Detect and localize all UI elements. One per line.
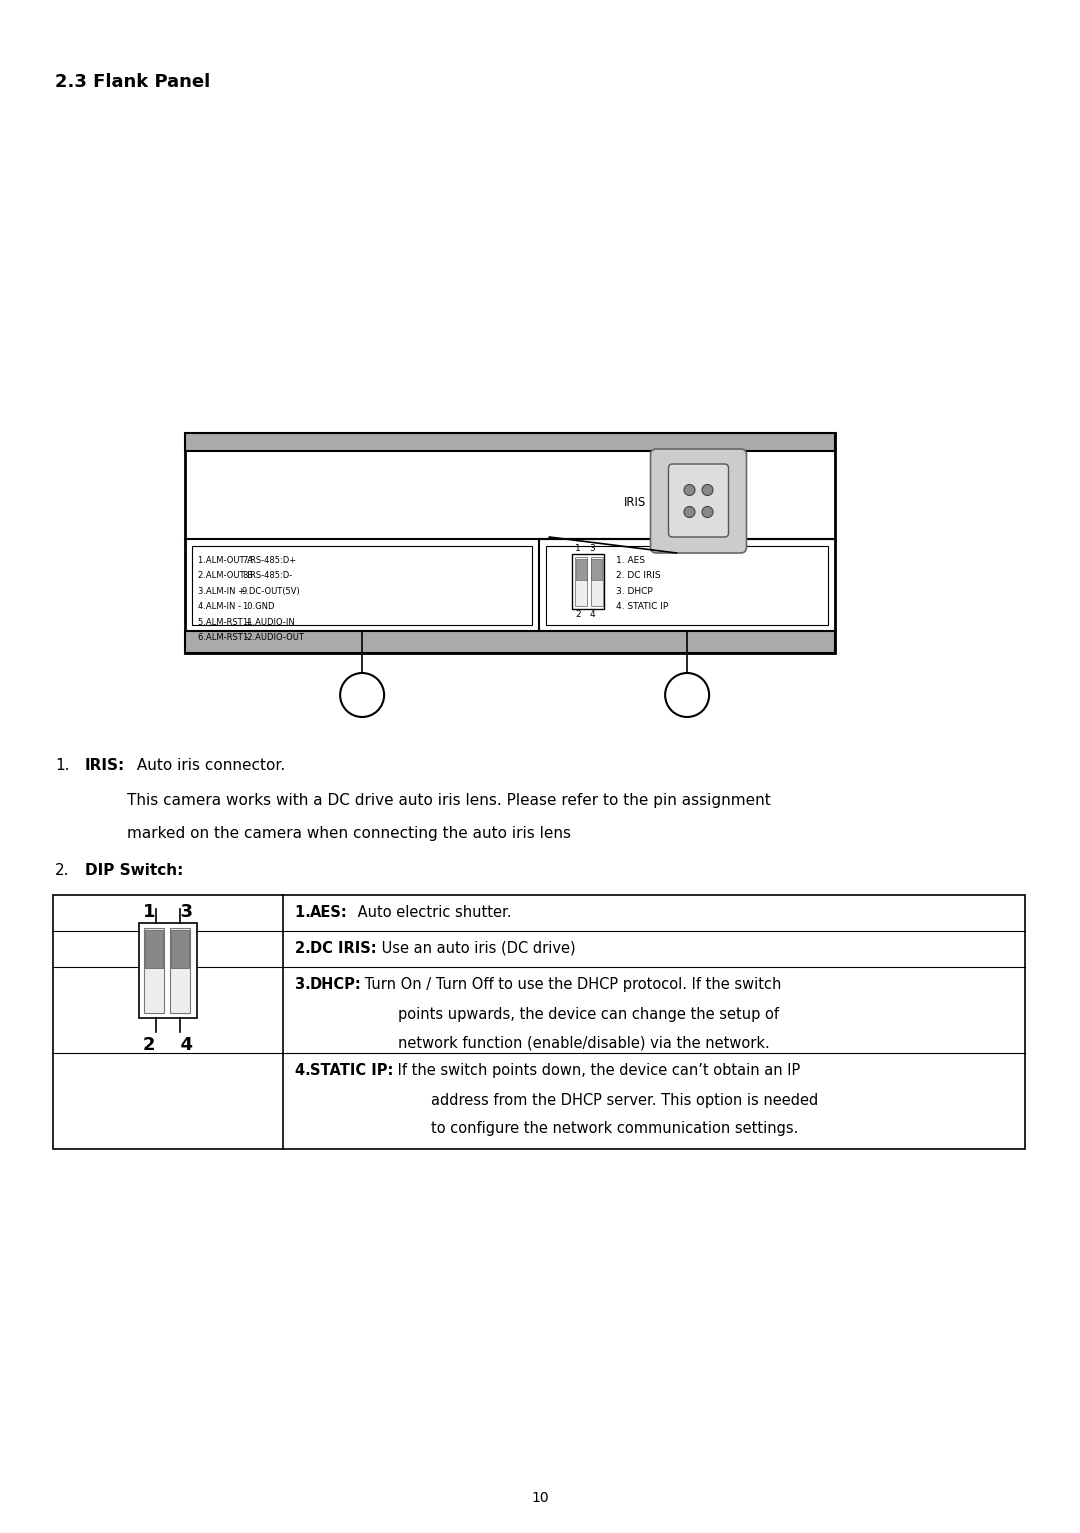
Text: AES:: AES: xyxy=(310,904,348,920)
Text: network function (enable/disable) via the network.: network function (enable/disable) via th… xyxy=(399,1035,770,1050)
Text: 3.ALM-IN +: 3.ALM-IN + xyxy=(198,587,245,596)
Bar xyxy=(53,895,1025,1150)
Text: 1: 1 xyxy=(576,544,581,553)
Text: 1: 1 xyxy=(356,685,368,704)
Text: 2: 2 xyxy=(681,685,693,704)
Circle shape xyxy=(340,673,384,717)
Bar xyxy=(171,931,189,969)
Text: 11.AUDIO-IN: 11.AUDIO-IN xyxy=(242,618,295,627)
Text: 2.: 2. xyxy=(55,863,69,878)
Text: address from the DHCP server. This option is needed: address from the DHCP server. This optio… xyxy=(431,1093,819,1108)
Text: IRIS:: IRIS: xyxy=(85,757,125,773)
Circle shape xyxy=(702,506,713,518)
Bar xyxy=(572,553,604,609)
Text: DIP Switch:: DIP Switch: xyxy=(85,863,184,878)
Text: DC IRIS:: DC IRIS: xyxy=(310,941,377,957)
Text: STATIC IP:: STATIC IP: xyxy=(310,1062,393,1078)
FancyBboxPatch shape xyxy=(650,449,746,553)
Bar xyxy=(144,927,164,1013)
FancyBboxPatch shape xyxy=(669,464,729,537)
Text: Use an auto iris (DC drive): Use an auto iris (DC drive) xyxy=(377,941,576,957)
Text: Auto electric shutter.: Auto electric shutter. xyxy=(353,904,512,920)
Text: 8.RS-485:D-: 8.RS-485:D- xyxy=(242,572,293,581)
Text: 2.ALM-OUT B: 2.ALM-OUT B xyxy=(198,572,253,581)
Text: 2: 2 xyxy=(576,610,581,619)
Circle shape xyxy=(684,506,696,518)
Text: 5.ALM-RST +: 5.ALM-RST + xyxy=(198,618,252,627)
Text: 1.ALM-OUT A: 1.ALM-OUT A xyxy=(198,556,253,566)
Bar xyxy=(185,632,835,653)
Text: 6.ALM-RST -: 6.ALM-RST - xyxy=(198,633,248,642)
Text: 1    3: 1 3 xyxy=(143,903,193,921)
Text: 2.3 Flank Panel: 2.3 Flank Panel xyxy=(55,74,211,90)
Text: This camera works with a DC drive auto iris lens. Please refer to the pin assign: This camera works with a DC drive auto i… xyxy=(127,793,771,808)
Bar xyxy=(139,923,197,1018)
Bar xyxy=(145,931,163,969)
Text: DHCP:: DHCP: xyxy=(310,977,362,992)
Text: 4.: 4. xyxy=(295,1062,315,1078)
Circle shape xyxy=(665,673,710,717)
Text: 3.: 3. xyxy=(295,977,315,992)
Text: marked on the camera when connecting the auto iris lens: marked on the camera when connecting the… xyxy=(127,826,571,842)
Text: points upwards, the device can change the setup of: points upwards, the device can change th… xyxy=(399,1007,779,1023)
Bar xyxy=(576,556,588,606)
Text: 4: 4 xyxy=(590,610,595,619)
Text: 7.RS-485:D+: 7.RS-485:D+ xyxy=(242,556,296,566)
Text: 9.DC-OUT(5V): 9.DC-OUT(5V) xyxy=(242,587,300,596)
Bar xyxy=(546,546,828,625)
Bar xyxy=(576,560,586,579)
Bar xyxy=(591,560,603,579)
Bar xyxy=(185,432,835,653)
Bar xyxy=(591,556,603,606)
Text: Auto iris connector.: Auto iris connector. xyxy=(132,757,285,773)
Text: 2. DC IRIS: 2. DC IRIS xyxy=(617,572,661,581)
Text: 10: 10 xyxy=(531,1492,549,1505)
Bar xyxy=(185,432,835,451)
Text: 4. STATIC IP: 4. STATIC IP xyxy=(617,602,669,612)
Text: 2.: 2. xyxy=(295,941,315,957)
Text: 1.: 1. xyxy=(295,904,316,920)
Text: 2    4: 2 4 xyxy=(143,1036,193,1055)
Bar xyxy=(192,546,532,625)
Text: IRIS: IRIS xyxy=(624,497,647,509)
Circle shape xyxy=(702,484,713,495)
Text: to configure the network communication settings.: to configure the network communication s… xyxy=(431,1121,798,1136)
Text: 1.: 1. xyxy=(55,757,69,773)
Text: Turn On / Turn Off to use the DHCP protocol. If the switch: Turn On / Turn Off to use the DHCP proto… xyxy=(360,977,781,992)
Text: 1. AES: 1. AES xyxy=(617,556,645,566)
Bar xyxy=(170,927,190,1013)
Text: If the switch points down, the device can’t obtain an IP: If the switch points down, the device ca… xyxy=(393,1062,800,1078)
Text: 4.ALM-IN -: 4.ALM-IN - xyxy=(198,602,241,612)
Circle shape xyxy=(684,484,696,495)
Text: 10.GND: 10.GND xyxy=(242,602,274,612)
Text: 3. DHCP: 3. DHCP xyxy=(617,587,653,596)
Text: 12.AUDIO-OUT: 12.AUDIO-OUT xyxy=(242,633,303,642)
Text: 3: 3 xyxy=(590,544,595,553)
